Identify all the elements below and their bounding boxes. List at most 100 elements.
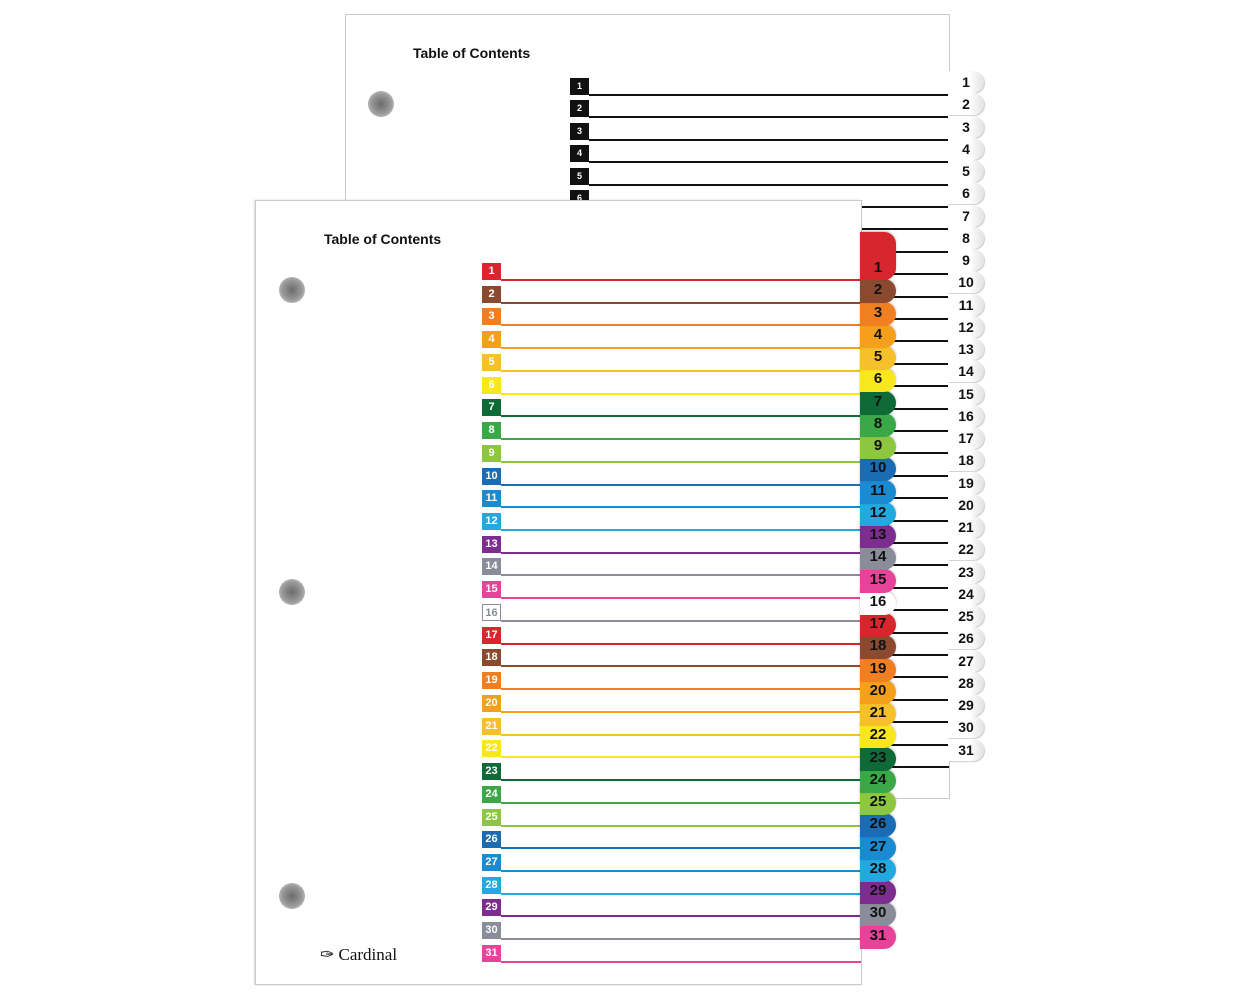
toc-row: 24	[482, 785, 861, 806]
toc-row: 2	[482, 285, 861, 306]
toc-row: 6	[482, 376, 861, 397]
toc-row: 4	[482, 331, 861, 351]
divider-tab[interactable]: 13	[948, 338, 984, 360]
divider-tab[interactable]: 2	[948, 93, 984, 116]
row-number: 24	[482, 785, 501, 803]
toc-row: 16	[482, 603, 861, 624]
row-number: 3	[482, 308, 501, 326]
divider-tab[interactable]: 3	[948, 115, 984, 138]
toc-row: 9	[482, 444, 861, 465]
divider-tab[interactable]: 23	[860, 746, 896, 771]
divider-tab[interactable]: 9	[948, 249, 984, 271]
punch-hole	[279, 277, 305, 303]
divider-tab[interactable]: 21	[860, 702, 896, 726]
divider-tab[interactable]: 27	[948, 649, 984, 672]
divider-tab[interactable]: 22	[948, 538, 984, 561]
divider-tab[interactable]: 6	[860, 368, 896, 393]
divider-tab[interactable]: 30	[860, 902, 896, 927]
divider-tab[interactable]: 29	[860, 880, 896, 904]
divider-tab[interactable]: 18	[860, 635, 896, 660]
row-number: 31	[482, 944, 501, 962]
divider-tab[interactable]: 21	[948, 516, 984, 538]
row-number: 28	[482, 876, 501, 894]
divider-tab[interactable]: 8	[948, 226, 984, 249]
divider-tab[interactable]: 22	[860, 724, 896, 749]
row-line	[501, 756, 861, 759]
toc-row: 18	[482, 649, 861, 669]
row-line	[501, 824, 861, 827]
divider-tab[interactable]: 11	[860, 479, 896, 504]
toc-row: 4	[570, 145, 949, 165]
divider-tab[interactable]: 26	[948, 627, 984, 650]
row-number: 22	[482, 740, 501, 758]
row-number: 1	[570, 78, 589, 95]
divider-tab[interactable]: 20	[860, 679, 896, 704]
toc-row: 10	[482, 467, 861, 488]
divider-tab[interactable]: 4	[948, 137, 984, 160]
divider-tab[interactable]: 28	[860, 857, 896, 882]
divider-tab[interactable]: 10	[860, 457, 896, 482]
divider-tab[interactable]: 8	[860, 412, 896, 437]
toc-row: 7	[482, 399, 861, 419]
toc-row: 15	[482, 581, 861, 601]
row-number: 2	[482, 285, 501, 303]
divider-tab[interactable]: 7	[948, 204, 984, 227]
divider-tab[interactable]: 17	[860, 613, 896, 637]
row-line	[589, 138, 949, 141]
row-number: 3	[570, 122, 589, 140]
divider-tab[interactable]: 16	[948, 404, 984, 427]
divider-tab[interactable]: 24	[860, 768, 896, 793]
divider-tab[interactable]: 5	[860, 346, 896, 370]
toc-row: 30	[482, 922, 861, 942]
row-number: 6	[482, 376, 501, 394]
divider-tab[interactable]: 10	[948, 271, 984, 294]
divider-tab[interactable]: 31	[948, 738, 984, 761]
divider-tab[interactable]: 14	[860, 546, 896, 571]
divider-tab[interactable]: 20	[948, 493, 984, 516]
row-number: 7	[482, 399, 501, 417]
divider-tab[interactable]: 27	[860, 835, 896, 860]
divider-tab[interactable]: 3	[860, 301, 896, 326]
row-number: 8	[482, 422, 501, 440]
divider-tab[interactable]: 17	[948, 427, 984, 449]
divider-tab[interactable]: 25	[860, 791, 896, 815]
toc-row: 3	[570, 122, 949, 143]
divider-tab[interactable]: 14	[948, 360, 984, 383]
divider-tab[interactable]: 29	[948, 694, 984, 716]
divider-tab[interactable]: 24	[948, 582, 984, 605]
divider-tab[interactable]: 19	[860, 657, 896, 682]
row-line	[501, 892, 861, 895]
divider-tab[interactable]: 11	[948, 293, 984, 316]
divider-tab[interactable]: 6	[948, 182, 984, 205]
divider-tab[interactable]: 26	[860, 813, 896, 838]
divider-tab[interactable]: 1	[860, 232, 896, 280]
divider-tab[interactable]: 18	[948, 449, 984, 472]
divider-tab[interactable]: 7	[860, 390, 896, 415]
divider-tab[interactable]: 12	[860, 501, 896, 526]
divider-tab[interactable]: 2	[860, 279, 896, 304]
divider-tab[interactable]: 23	[948, 560, 984, 583]
divider-tab[interactable]: 25	[948, 605, 984, 627]
back-toc-title: Table of Contents	[413, 45, 531, 61]
row-line	[501, 347, 861, 350]
divider-tab[interactable]: 9	[860, 435, 896, 459]
divider-tab[interactable]: 1	[948, 71, 984, 93]
divider-tab[interactable]: 28	[948, 671, 984, 694]
divider-tab[interactable]: 16	[860, 590, 896, 615]
divider-tab[interactable]: 12	[948, 315, 984, 338]
divider-tab[interactable]: 19	[948, 471, 984, 494]
divider-tab[interactable]: 5	[948, 160, 984, 182]
divider-tab[interactable]: 30	[948, 716, 984, 739]
row-number: 9	[482, 444, 501, 462]
row-number: 2	[570, 100, 589, 118]
divider-tab[interactable]: 15	[948, 382, 984, 405]
punch-hole	[279, 883, 305, 909]
row-number: 20	[482, 694, 501, 712]
divider-tab[interactable]: 15	[860, 568, 896, 593]
divider-tab[interactable]: 31	[860, 924, 896, 949]
divider-tab[interactable]: 13	[860, 524, 896, 548]
row-number: 17	[482, 626, 501, 644]
row-line	[501, 847, 861, 850]
divider-tab[interactable]: 4	[860, 323, 896, 348]
row-number: 4	[570, 145, 589, 163]
